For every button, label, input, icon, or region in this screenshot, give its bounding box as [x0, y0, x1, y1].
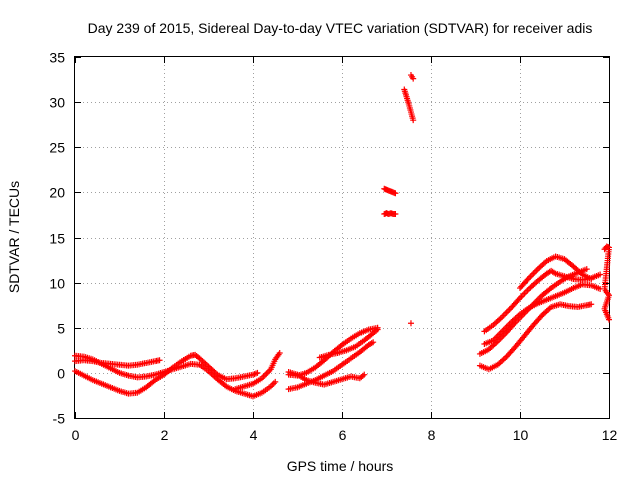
data-point-fill [496, 316, 503, 323]
data-point-fill [531, 280, 538, 287]
x-tick-label: 0 [72, 427, 80, 443]
y-tick-label: 15 [49, 231, 65, 247]
data-point-fill [537, 263, 544, 270]
data-point-fill [497, 315, 504, 322]
data-point [588, 301, 595, 308]
data-point-fill [511, 316, 518, 323]
data-point-fill [528, 283, 535, 290]
series-track-g [285, 368, 368, 388]
series-track-m [407, 320, 414, 327]
data-point [276, 350, 283, 357]
series-track-j [381, 210, 399, 218]
data-point [392, 190, 399, 197]
y-tick-label: 30 [49, 95, 65, 111]
data-point [407, 320, 414, 327]
data-point [156, 357, 163, 364]
data-point [583, 266, 590, 273]
data-point-fill [527, 284, 534, 291]
chart-title: Day 239 of 2015, Sidereal Day-to-day VTE… [88, 20, 593, 36]
data-point [374, 326, 381, 333]
series-track-h [316, 326, 381, 361]
x-tick-label: 10 [513, 427, 529, 443]
series-track-l [407, 72, 417, 82]
data-marks [72, 72, 612, 400]
data-point [588, 276, 595, 283]
data-point-fill [500, 356, 507, 363]
data-point-fill [539, 262, 546, 269]
data-point-fill [199, 358, 206, 365]
x-tick-label: 6 [339, 427, 347, 443]
y-axis-label: SDTVAR / TECUs [6, 181, 22, 293]
data-point-fill [493, 319, 500, 326]
data-point-fill [543, 308, 550, 315]
series-track-q [481, 281, 604, 347]
y-tick-label: 20 [49, 185, 65, 201]
y-tick-label: 35 [49, 50, 65, 66]
data-point [392, 211, 399, 218]
data-point-fill [536, 264, 543, 271]
data-point [370, 339, 377, 346]
data-point [361, 371, 368, 378]
series-track-e [285, 339, 377, 393]
data-point-fill [540, 260, 547, 267]
series-track-k [401, 86, 417, 124]
data-point [606, 316, 612, 323]
x-axis-label: GPS time / hours [287, 458, 394, 474]
data-point-fill [494, 317, 501, 324]
y-tick-label: 10 [49, 276, 65, 292]
data-point-fill [497, 359, 504, 366]
x-tick-label: 8 [428, 427, 436, 443]
data-point-fill [542, 309, 549, 316]
y-tick-labels: -5 0 5 10 15 20 25 30 35 [49, 50, 65, 427]
x-tick-label: 4 [250, 427, 258, 443]
series-track-d [232, 350, 283, 393]
y-tick-label: 25 [49, 140, 65, 156]
series-track-i [381, 185, 399, 197]
data-point [597, 271, 604, 278]
plot-frame [74, 56, 610, 419]
series-track-n [476, 301, 595, 373]
data-point-fill [545, 306, 552, 313]
data-point [410, 75, 417, 82]
y-tick-label: 5 [57, 321, 65, 337]
data-point [254, 369, 261, 376]
series-track-s [601, 243, 612, 323]
x-tick-label: 2 [161, 427, 169, 443]
data-point [272, 378, 279, 385]
y-tick-label: -5 [53, 411, 66, 427]
x-tick-label: 12 [602, 427, 618, 443]
series-track-r [517, 253, 595, 292]
data-point-fill [540, 310, 547, 317]
data-point-fill [502, 354, 509, 361]
axis-ticks [75, 57, 610, 419]
data-point [410, 117, 417, 124]
data-point-fill [251, 371, 258, 378]
data-point-fill [530, 281, 537, 288]
x-tick-labels: 0 2 4 6 8 10 12 [72, 427, 618, 443]
data-point-fill [499, 357, 506, 364]
y-tick-label: 0 [57, 366, 65, 382]
